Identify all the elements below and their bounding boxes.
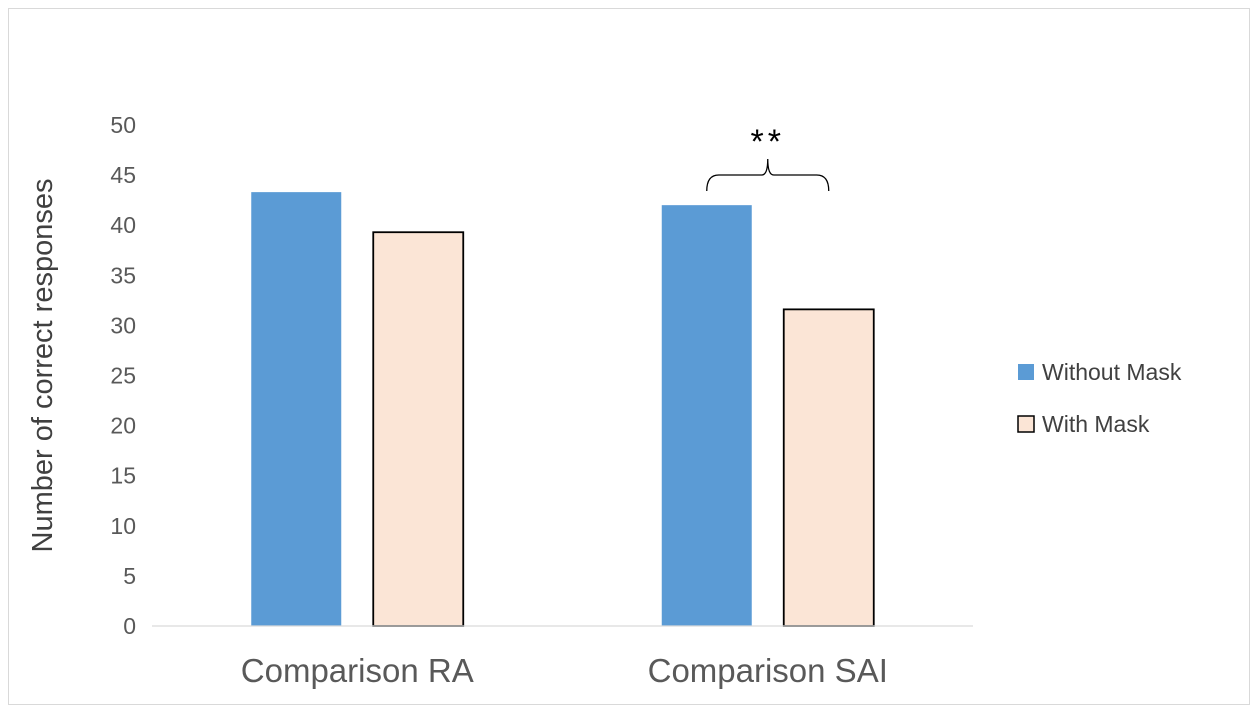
significance-bracket: [706, 158, 830, 192]
y-tick-label: 40: [110, 212, 136, 238]
y-tick-label: 25: [110, 363, 136, 389]
bar: [251, 192, 342, 626]
y-tick-label: 50: [110, 112, 136, 138]
bar: [782, 308, 875, 627]
y-tick-label: 35: [110, 262, 136, 288]
legend-label: With Mask: [1042, 411, 1150, 437]
y-tick-label: 30: [110, 312, 136, 338]
y-axis-label: Number of correct responses: [27, 179, 59, 553]
y-tick-label: 0: [123, 613, 136, 639]
y-axis-ticks: 0 5 10 15 20 25 30 35 40 45 50: [110, 112, 136, 639]
y-tick-label: 20: [110, 413, 136, 439]
x-tick-label: Comparison SAI: [648, 652, 888, 689]
legend-swatch: [1017, 415, 1035, 433]
x-axis-ticks: Comparison RA Comparison SAI: [241, 652, 888, 689]
bar: [661, 205, 752, 626]
x-tick-label: Comparison RA: [241, 652, 474, 689]
y-tick-label: 15: [110, 463, 136, 489]
legend-label: Without Mask: [1042, 359, 1182, 385]
bar: [372, 231, 465, 627]
legend-swatch: [1018, 364, 1034, 380]
y-tick-label: 10: [110, 513, 136, 539]
y-tick-label: 45: [110, 162, 136, 188]
significance-label: **: [751, 123, 785, 161]
bars: [251, 192, 875, 627]
annotations: **: [706, 123, 830, 192]
chart-frame: 0 5 10 15 20 25 30 35 40 45 50 Comparison RA Compar…: [8, 8, 1250, 705]
legend: Without Mask With Mask: [1017, 359, 1182, 437]
y-tick-label: 5: [123, 563, 136, 589]
